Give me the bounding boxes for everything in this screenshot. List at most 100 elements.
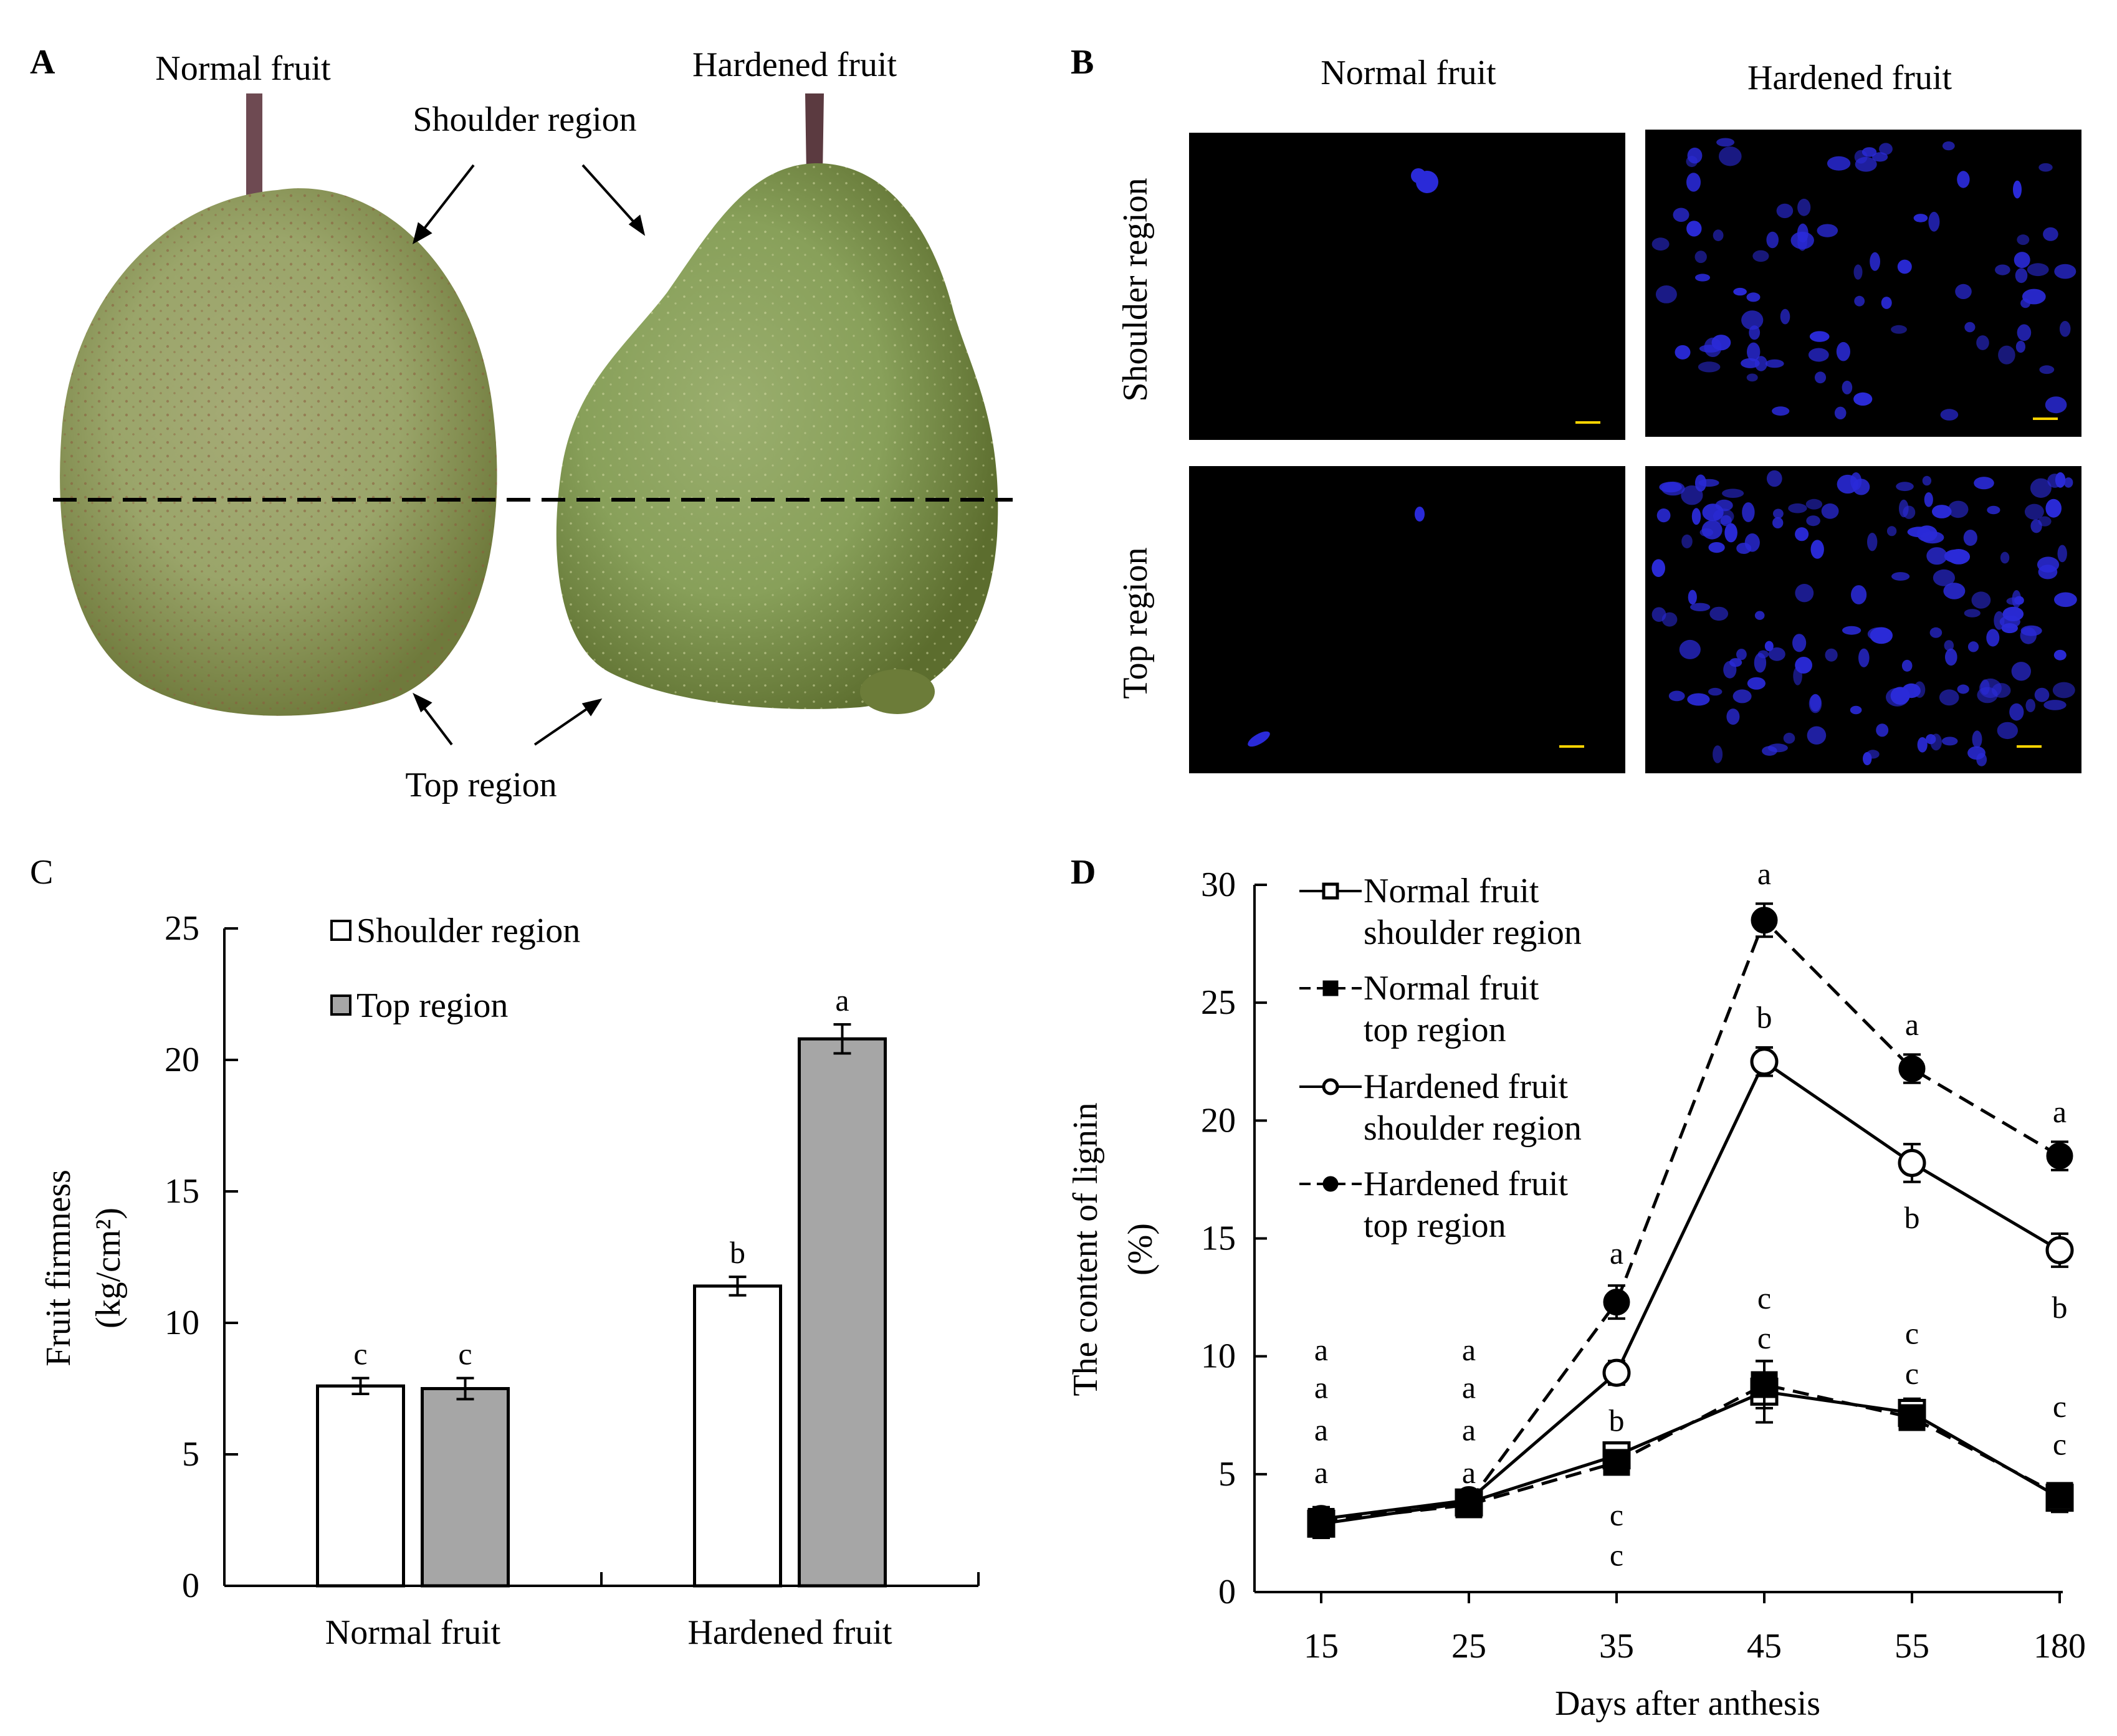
fluorescent-spot bbox=[1772, 517, 1784, 528]
fluorescent-spot bbox=[1698, 361, 1721, 373]
open-circle-marker bbox=[1898, 1148, 1926, 1177]
panel-c-legend: Shoulder region Top region bbox=[330, 912, 580, 1025]
filled-circle-marker bbox=[1307, 1508, 1335, 1535]
fluorescent-spot bbox=[1998, 345, 2015, 365]
fluorescent-spot bbox=[2047, 474, 2063, 488]
significance-letter: c bbox=[1610, 1497, 1623, 1532]
fluorescent-spot bbox=[1681, 534, 1693, 549]
y-tick-label: 30 bbox=[1201, 866, 1236, 904]
fluorescent-spot bbox=[1686, 156, 1698, 168]
fluorescent-spot bbox=[1943, 583, 1966, 599]
series-line bbox=[1321, 1383, 2061, 1523]
fluorescent-spot bbox=[1964, 322, 1976, 333]
fluorescent-spots-normal bbox=[1248, 168, 1438, 747]
panel-a: A Normal fruit Hardened fruit Shoulder r… bbox=[30, 43, 1013, 804]
fluorescent-spot bbox=[1655, 285, 1677, 303]
panel-c-bars: c b c a bbox=[316, 983, 887, 1588]
fluorescent-spot bbox=[1964, 609, 1981, 618]
fluorescent-spot bbox=[1772, 406, 1790, 416]
fluorescent-spot bbox=[2024, 503, 2044, 520]
fluorescent-spot bbox=[2038, 565, 2058, 579]
fluorescent-spot bbox=[1899, 499, 1909, 518]
significance-letter: a bbox=[1462, 1455, 1476, 1490]
significance-letter: c bbox=[1610, 1537, 1623, 1572]
fluorescent-spot bbox=[1764, 641, 1774, 652]
legend-swatch-shoulder bbox=[330, 920, 351, 941]
normal-pear bbox=[60, 93, 497, 716]
fluorescent-spot bbox=[1729, 658, 1742, 667]
y-tick-label: 15 bbox=[165, 1172, 199, 1211]
arrowhead-shoulder-hardened bbox=[628, 214, 646, 236]
significance-letter: a bbox=[1314, 1413, 1328, 1447]
x-tick-label: Normal fruit bbox=[325, 1613, 501, 1652]
fluorescent-spot bbox=[1716, 138, 1735, 147]
fluorescent-spot bbox=[1957, 684, 1969, 694]
fluorescent-spot bbox=[1901, 659, 1913, 672]
significance-letter: b bbox=[1904, 1200, 1920, 1235]
fluorescent-spot bbox=[1917, 737, 1928, 753]
fluorescent-spot bbox=[1780, 308, 1790, 325]
fluorescent-spot bbox=[1842, 626, 1861, 635]
bar bbox=[316, 1384, 405, 1588]
hardened-pear-stem bbox=[805, 93, 824, 174]
fluorescent-spot bbox=[1741, 358, 1760, 368]
panel-d: D The content of lignin (%) Days after a… bbox=[1066, 853, 2086, 1723]
fluorescent-spot bbox=[1792, 634, 1807, 652]
y-tick-label: 20 bbox=[1201, 1101, 1236, 1140]
fluorescent-spot bbox=[1795, 527, 1809, 541]
fluorescent-spot bbox=[1879, 143, 1893, 155]
significance-letter: c bbox=[1757, 1281, 1771, 1315]
significance-letter: a bbox=[1314, 1455, 1328, 1490]
panel-d-ylabel-line2: (%) bbox=[1121, 1223, 1160, 1276]
series-line bbox=[1321, 917, 2061, 1523]
arrow-top-hardened bbox=[533, 703, 595, 746]
fluorescent-spot bbox=[1691, 508, 1701, 525]
fluorescent-spot bbox=[1867, 533, 1878, 551]
filled-circle-marker bbox=[2046, 1142, 2073, 1170]
fluorescent-spot bbox=[2045, 396, 2067, 414]
fluorescent-spot bbox=[1747, 677, 1766, 690]
panel-b-row-top: Top region bbox=[1116, 547, 1155, 699]
fluorescent-spot bbox=[1866, 750, 1880, 759]
fluorescent-spot bbox=[1694, 250, 1707, 264]
significance-letter: a bbox=[835, 983, 849, 1018]
fluorescent-spots-hardened bbox=[1651, 138, 2077, 766]
bar bbox=[693, 1284, 782, 1588]
fluorescent-spot bbox=[1861, 147, 1877, 157]
fluorescent-spot bbox=[1963, 530, 1977, 546]
significance-letter: a bbox=[2053, 1094, 2067, 1129]
x-tick-label: 55 bbox=[1895, 1627, 1929, 1666]
fluorescent-spot bbox=[1690, 603, 1711, 611]
fluorescent-spot bbox=[1713, 508, 1734, 525]
fluorescent-spot bbox=[1814, 371, 1827, 384]
panel-d-series bbox=[1307, 902, 2074, 1539]
fluorescent-spot bbox=[1661, 481, 1685, 496]
fluorescent-spot bbox=[1834, 406, 1847, 419]
legend-label: Normal fruit bbox=[1364, 969, 1539, 1008]
panel-c: C Fruit firmness (kg/cm²) 0 5 10 15 20 25 Norm… bbox=[30, 853, 980, 1652]
legend-swatch-top bbox=[330, 994, 351, 1016]
fluorescent-spot bbox=[1980, 679, 1990, 695]
fluorescent-spot bbox=[1766, 470, 1782, 487]
y-tick-label: 25 bbox=[165, 909, 199, 948]
fluorescent-spot bbox=[2039, 365, 2055, 374]
fluorescent-spot bbox=[1726, 708, 1740, 725]
fluorescent-spot bbox=[1932, 505, 1952, 518]
fluorescent-spot bbox=[1773, 508, 1784, 519]
fluorescent-spot bbox=[1939, 689, 1959, 706]
open-circle-marker bbox=[1322, 1078, 1339, 1095]
fluorescent-spot bbox=[1708, 687, 1723, 696]
fluorescent-spot bbox=[1808, 348, 1829, 362]
fluorescent-spot bbox=[1942, 141, 1955, 151]
filled-square-marker bbox=[1603, 1449, 1630, 1476]
fluorescent-spot bbox=[1825, 648, 1838, 662]
fluorescent-spot bbox=[1797, 198, 1811, 216]
fluorescent-spot bbox=[1765, 359, 1784, 368]
fluorescent-spot bbox=[1851, 585, 1867, 604]
fluorescent-spot bbox=[2027, 263, 2049, 277]
filled-circle-marker bbox=[1322, 1176, 1339, 1192]
fluorescent-spot bbox=[2059, 321, 2071, 337]
y-tick-label: 5 bbox=[182, 1435, 199, 1474]
fluorescent-spot bbox=[1805, 498, 1823, 510]
arrowhead-top-normal bbox=[413, 692, 432, 713]
